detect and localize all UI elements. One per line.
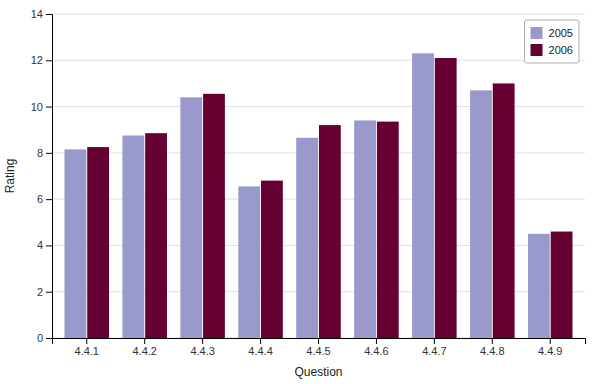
tick-mark [46,107,52,108]
bar-series [64,53,549,338]
y-tick: 2 [37,286,52,298]
bar [528,234,550,338]
tick-label: 4.4.4 [248,345,272,357]
tick-label: 8 [37,147,43,159]
y-axis: 0 2 4 6 8 10 12 14 [31,8,53,344]
tick-mark [376,338,377,344]
bar [180,97,202,338]
bar [377,122,399,338]
y-tick: 4 [37,239,52,251]
bar [435,58,457,338]
grid-line [52,60,585,61]
bar [64,149,86,338]
x-axis: 4.4.1 4.4.2 4.4.3 4.4.4 4.4.5 4.4.6 4.4.7 4.4.8… [53,338,586,357]
x-tick: 4.4.7 [422,338,446,357]
tick-mark [46,292,52,293]
tick-label: 14 [31,8,43,20]
grid-line [52,14,585,15]
tick-mark [144,338,145,344]
legend-item: 2005 [531,27,573,39]
plot: 4.4.1 4.4.2 4.4.3 4.4.4 4.4.5 4.4.6 4.4.7 4.4.8… [31,8,586,357]
tick-mark [492,338,493,344]
tick-mark [46,245,52,246]
tick-label: 10 [31,101,43,113]
bar [319,125,341,338]
legend-label: 2006 [549,44,573,56]
y-tick: 10 [31,101,52,113]
bar-series [87,58,572,338]
tick-label: 4.4.5 [306,345,330,357]
grid [52,14,585,338]
bar [238,186,260,338]
tick-label: 4.4.6 [364,345,388,357]
tick-label: 0 [37,332,43,344]
tick-label: 6 [37,193,43,205]
legend-swatch [531,44,543,56]
bar [203,94,225,338]
x-tick: 4.4.8 [480,338,504,357]
y-axis-title: Rating [3,159,17,194]
tick-label: 12 [31,54,43,66]
legend-label: 2005 [549,27,573,39]
bar [412,53,434,338]
bar [261,181,283,338]
tick-label: 4.4.7 [422,345,446,357]
x-tick: 4.4.2 [132,338,156,357]
tick-mark [86,338,87,344]
legend-frame [525,20,579,63]
legend-item: 2006 [531,44,573,56]
tick-label: 4.4.8 [480,345,504,357]
tick-label: 4.4.1 [75,345,99,357]
axis-line [46,15,53,339]
bar [354,120,376,338]
tick-mark [434,338,435,344]
tick-mark [260,338,261,344]
tick-mark [46,60,52,61]
bar [87,147,109,338]
bar [296,138,318,338]
x-tick: 4.4.5 [306,338,330,357]
tick-mark [318,338,319,344]
y-tick: 14 [31,8,52,20]
x-tick: 4.4.3 [190,338,214,357]
x-axis-title: Question [294,365,342,379]
tick-label: 4.4.2 [132,345,156,357]
axis-line [53,339,586,345]
bar [551,232,573,338]
y-tick: 12 [31,54,52,66]
tick-label: 4.4.9 [538,345,562,357]
tick-label: 4 [37,239,43,251]
x-tick: 4.4.1 [75,338,99,357]
bar [122,136,144,339]
tick-mark [46,153,52,154]
tick-mark [46,14,52,15]
tick-mark [46,199,52,200]
y-tick: 6 [37,193,52,205]
bar [145,133,167,338]
bars [64,53,572,338]
legend-swatch [531,27,543,39]
x-tick: 4.4.9 [538,338,562,357]
tick-mark [202,338,203,344]
bar [470,90,492,338]
x-tick: 4.4.4 [248,338,272,357]
legend: 2005 2006 [525,20,579,63]
y-tick: 8 [37,147,52,159]
tick-label: 2 [37,286,43,298]
x-tick: 4.4.6 [364,338,388,357]
tick-mark [46,338,52,339]
chart: 4.4.1 4.4.2 4.4.3 4.4.4 4.4.5 4.4.6 4.4.7 4.4.8… [0,0,599,384]
y-tick: 0 [37,332,52,344]
tick-mark [550,338,551,344]
tick-label: 4.4.3 [190,345,214,357]
bar [493,83,515,338]
